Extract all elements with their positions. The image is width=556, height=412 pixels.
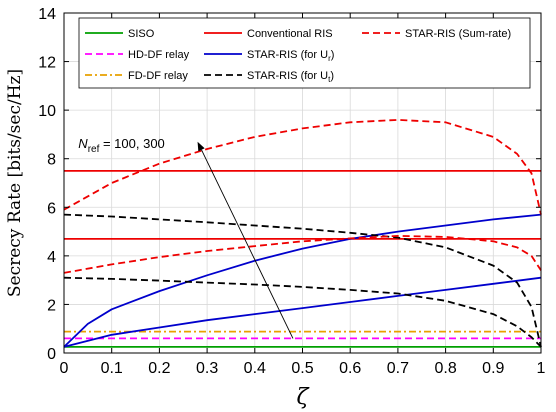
x-tick-label: 0.4 — [244, 360, 266, 377]
x-tick-label: 0.9 — [482, 360, 504, 377]
annotation: Nref = 100, 300 — [78, 136, 294, 339]
legend-label: HD-DF relay — [128, 49, 190, 61]
x-tick-label: 0.8 — [434, 360, 456, 377]
annotation-n: N — [78, 136, 88, 151]
series-line — [63, 276, 542, 348]
annotation-label: Nref = 100, 300 — [78, 136, 164, 155]
y-tick-label: 0 — [47, 346, 56, 363]
x-tick-label: 0.1 — [101, 360, 123, 377]
x-tick-label: 0.7 — [387, 360, 409, 377]
legend-label: FD-DF relay — [128, 70, 188, 82]
legend-label: STAR-RIS (for Ut) — [247, 70, 334, 84]
legend-label: STAR-RIS (Sum-rate) — [405, 28, 511, 40]
y-axis-label: Secrecy Rate [bits/sec/Hz] — [5, 69, 25, 297]
series-line — [63, 213, 542, 348]
y-tick-label: 2 — [47, 297, 56, 314]
x-ticks: 0 0.1 0.2 0.3 0.4 0.5 0.6 0.7 0.8 0.9 1 — [60, 13, 546, 377]
x-tick-label: 0 — [60, 360, 69, 377]
y-tick-label: 12 — [38, 55, 56, 72]
y-ticks: 0 2 4 6 8 10 12 14 — [38, 6, 541, 363]
x-tick-label: 0.6 — [339, 360, 361, 377]
legend-label: SISO — [128, 28, 155, 40]
annotation-sub: ref — [88, 144, 100, 155]
x-axis-label: ζ — [297, 385, 311, 410]
annotation-arrowhead — [197, 141, 205, 152]
x-tick-label: 0.2 — [148, 360, 170, 377]
series-line — [63, 234, 542, 274]
y-tick-label: 10 — [38, 103, 56, 120]
series-line — [63, 276, 542, 348]
annotation-arrow — [201, 149, 294, 339]
y-tick-label: 4 — [47, 249, 56, 266]
x-tick-label: 0.5 — [291, 360, 313, 377]
y-tick-label: 6 — [47, 200, 56, 217]
legend-label: STAR-RIS (for Ur) — [247, 49, 334, 63]
annotation-rest: = 100, 300 — [99, 136, 164, 151]
legend-box — [78, 17, 531, 89]
x-tick-label: 1 — [537, 360, 546, 377]
series-lines — [63, 119, 542, 348]
legend-label: Conventional RIS — [247, 28, 333, 40]
y-tick-label: 14 — [38, 6, 56, 23]
legend: SISO HD-DF relay FD-DF relay Conventional R… — [78, 17, 531, 89]
y-tick-label: 8 — [47, 152, 56, 169]
series-line — [63, 213, 542, 348]
series-line — [63, 119, 542, 215]
x-tick-label: 0.3 — [196, 360, 218, 377]
